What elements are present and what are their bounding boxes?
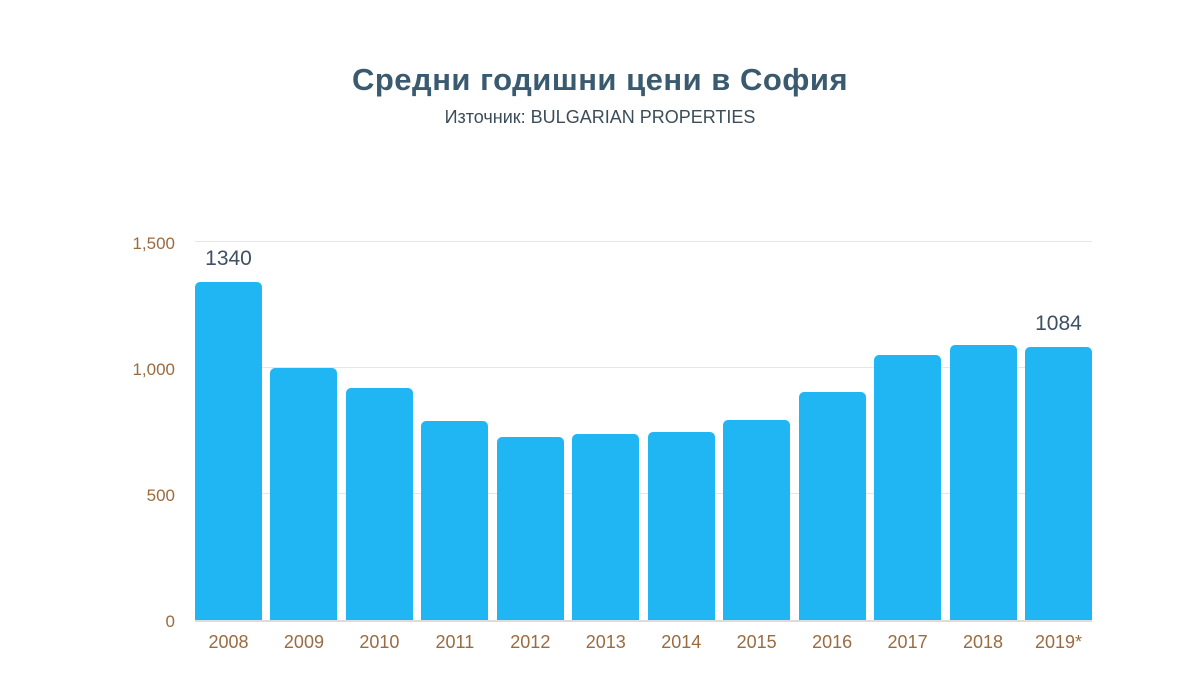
bar-slot-2009: 2009 [270,244,338,652]
x-tick-label-2011: 2011 [435,632,475,652]
x-tick-label-2017: 2017 [887,632,928,652]
bar-chart: 0 500 1,000 1,500 1340 2008 2009 2010 2011 2012 2… [0,234,1200,652]
bar-2014 [647,432,715,620]
y-axis-labels: 0 500 1,000 1,500 [0,234,185,631]
y-tick-label-1000: 1,000 [132,360,175,379]
bar-slot-2018: 2018 [949,244,1017,652]
bar-slot-2016: 2016 [798,244,866,652]
value-label-2019*: 1084 [1035,311,1082,335]
bar-slot-2012: 2012 [496,244,564,652]
bar-2017 [874,355,942,620]
bar-slot-2019*: 1084 2019* [1024,244,1092,652]
chart-title: Средни годишни цени в София [351,62,849,97]
gridline-1000 [195,367,1092,368]
bar-2012 [496,437,564,620]
bar-2009 [270,368,338,620]
chart-canvas: Средни годишни цени в София Източник: BU… [0,62,1200,652]
bar-2008: 1340 [195,247,262,620]
x-tick-label-2016: 2016 [812,632,853,652]
bar-slot-2013: 2013 [572,244,640,652]
bar-2011 [421,420,489,620]
value-label-2008: 1340 [205,247,252,271]
gridline-500 [195,493,1092,494]
bar-2010 [345,388,413,620]
x-tick-label-2009: 2009 [283,632,324,652]
x-tick-label-2014: 2014 [661,632,702,652]
bar-slot-2010: 2010 [345,244,413,652]
x-tick-label-2010: 2010 [359,632,400,652]
x-tick-label-2012: 2012 [510,632,551,652]
bar-slot-2008: 1340 2008 [195,244,262,652]
bar-slot-2011: 2011 [421,244,489,652]
y-tick-label-1500: 1,500 [132,234,175,253]
bar-slot-2017: 2017 [874,244,942,652]
bar-2015 [723,419,791,620]
bar-2013 [572,433,640,620]
x-tick-label-2013: 2013 [585,632,626,652]
x-tick-label-2008: 2008 [208,632,249,652]
bar-2018 [949,345,1017,620]
bar-slot-2014: 2014 [647,244,715,652]
y-tick-label-0: 0 [165,612,175,631]
y-tick-label-500: 500 [146,486,175,505]
bar-slot-2015: 2015 [723,244,791,652]
gridline-1500 [195,241,1092,242]
bar-2019*: 1084 [1024,312,1092,620]
bar-2016 [798,391,866,620]
plot-area: 1340 2008 2009 2010 2011 2012 2013 2014 2015 2016… [195,241,1092,652]
x-tick-label-2019*: 2019* [1034,632,1083,652]
x-tick-label-2015: 2015 [736,632,777,652]
bars-container: 1340 2008 2009 2010 2011 2012 2013 2014 2015 2016… [195,244,1092,652]
chart-subtitle: Източник: BULGARIAN PROPERTIES [444,107,756,127]
x-tick-label-2018: 2018 [963,632,1004,652]
